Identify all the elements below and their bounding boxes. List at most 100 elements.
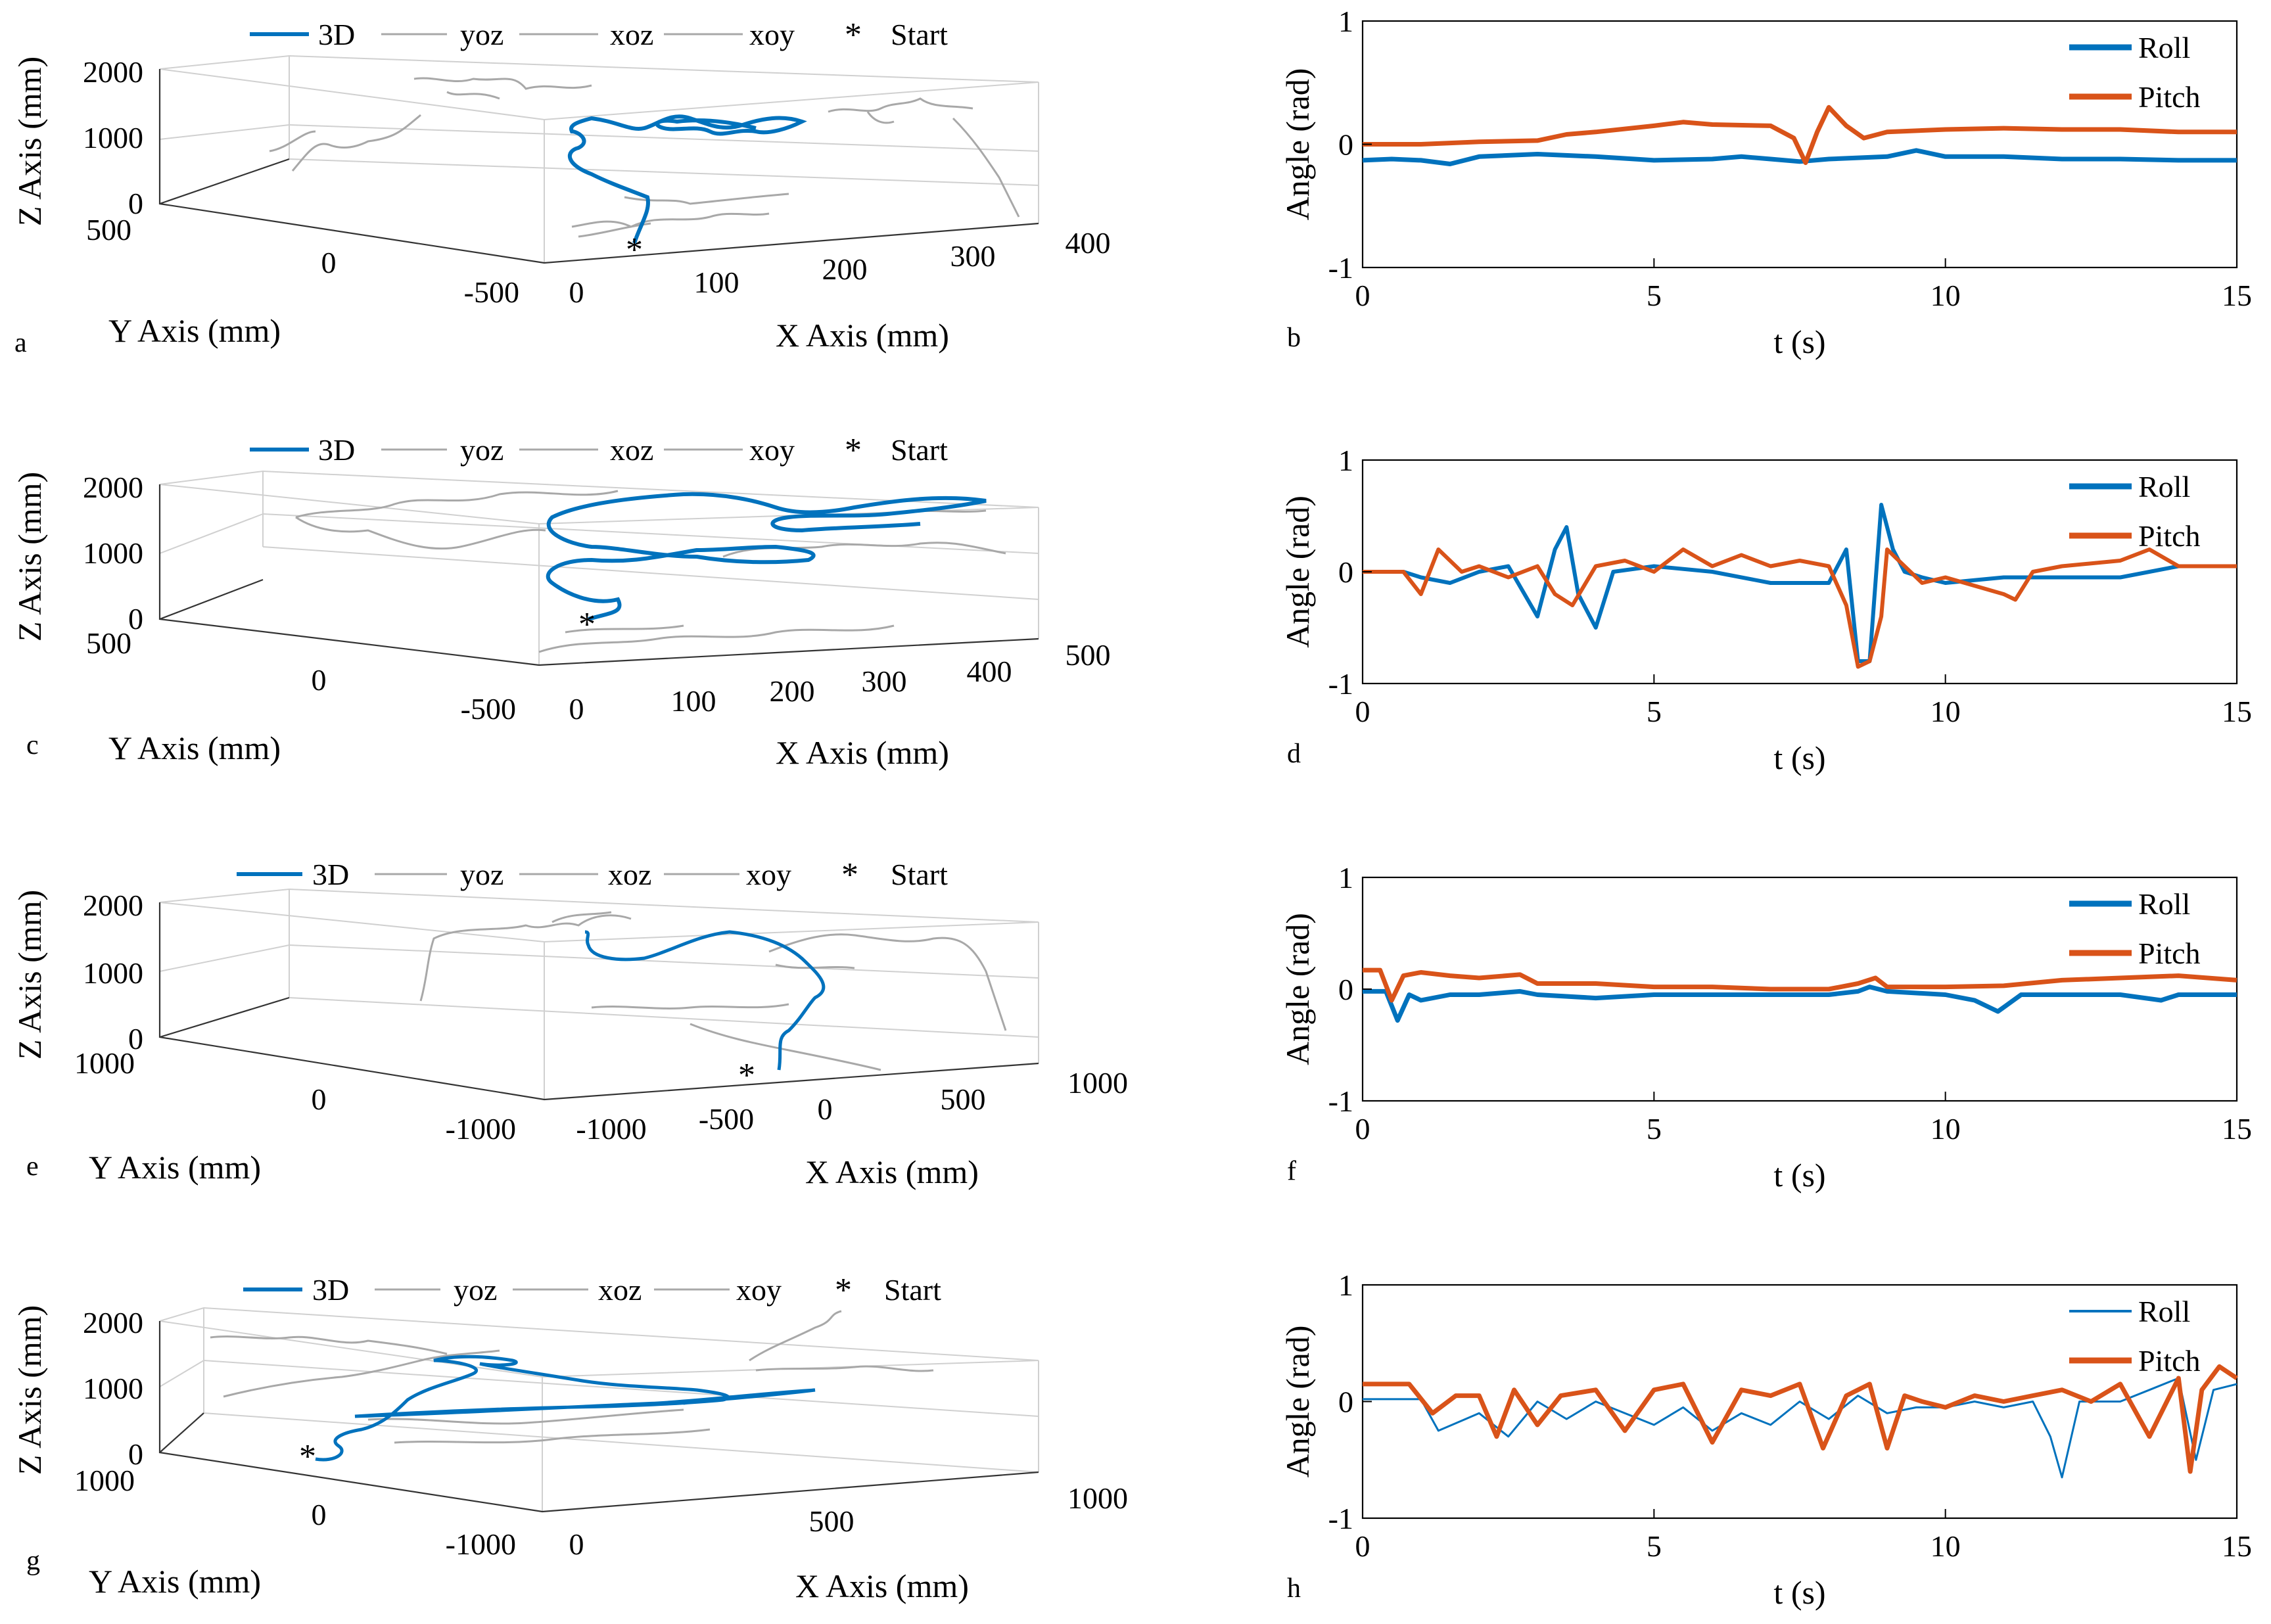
legend-3d-label: 3D (318, 18, 355, 51)
x-ticks: 0 100 200 300 400 (569, 226, 1111, 309)
xoz-projection (768, 933, 1007, 1031)
y-tick-label: 0 (1338, 973, 1353, 1006)
x-axis-label: X Axis (mm) (776, 317, 949, 354)
xoy-projection (367, 1408, 711, 1444)
y-axis-label: Angle (rad) (1279, 68, 1316, 221)
x-tick: 200 (822, 252, 868, 286)
start-marker: * (626, 231, 643, 269)
x-axis-label: t (s) (1773, 1574, 1825, 1611)
start-marker-icon: * (835, 1272, 852, 1309)
x-tick: 100 (671, 684, 716, 718)
y-tick-label: -1 (1328, 1502, 1353, 1535)
z-axis-label: Z Axis (mm) (11, 472, 48, 641)
y-ticks: 1000 0 -1000 (74, 1464, 516, 1561)
legend-3d: 3D yoz xoz xoy * Start (237, 856, 948, 894)
x-tick-label: 5 (1647, 1529, 1662, 1563)
x-tick: 0 (569, 692, 584, 726)
legend-yoz-label: yoz (460, 18, 503, 51)
z-tick: 0 (128, 1437, 143, 1471)
legend-xoy-label: xoy (746, 858, 791, 891)
x-tick-label: 5 (1647, 1112, 1662, 1146)
3d-box (158, 55, 1039, 264)
yoz-projection-upper (413, 77, 592, 100)
z-tick: 1000 (83, 536, 143, 570)
legend-3d-label: 3D (312, 1273, 349, 1307)
y-tick: 0 (312, 663, 327, 697)
y-tick: 0 (312, 1498, 327, 1531)
start-marker: * (299, 1438, 316, 1475)
y-tick: 500 (86, 626, 131, 660)
y-axis-label: Y Axis (mm) (108, 312, 281, 349)
legend-xoy-label: xoy (749, 433, 795, 467)
panel-letter: b (1287, 323, 1301, 353)
y-tick-label: -1 (1328, 251, 1353, 285)
y-tick-label: 1 (1338, 861, 1353, 894)
pitch-series-line (1363, 547, 2237, 669)
plot-frame (1361, 20, 2238, 269)
xoz-projection-b (866, 111, 1020, 218)
x-axis-label: t (s) (1773, 1157, 1825, 1194)
x-tick: 1000 (1067, 1066, 1128, 1100)
xoy-projection (538, 624, 895, 653)
y-axis-label: Y Axis (mm) (89, 1149, 261, 1186)
x-axis-label: X Axis (mm) (805, 1153, 979, 1190)
legend-xoz-label: xoz (608, 858, 651, 891)
panel-letter: a (14, 328, 27, 358)
roll-legend-label: Roll (2138, 31, 2190, 64)
z-axis-label: Z Axis (mm) (11, 57, 48, 226)
y-ticks: 500 0 -500 (86, 213, 519, 309)
z-axis-label: Z Axis (mm) (11, 890, 48, 1059)
z-ticks: 2000 1000 0 (83, 1306, 143, 1471)
y-tick-label: 1 (1338, 444, 1353, 477)
z-axis-label: Z Axis (mm) (11, 1305, 48, 1475)
x-tick: 200 (770, 674, 815, 708)
pitch-legend-label: Pitch (2138, 937, 2201, 970)
x-tick-label: 10 (1931, 695, 1961, 728)
x-tick: 300 (950, 239, 996, 273)
roll-series-line (1362, 148, 2237, 166)
legend-start-label: Start (891, 858, 948, 891)
yoz-projection (210, 1335, 500, 1398)
xoy-projection (591, 1003, 881, 1071)
x-tick: -500 (699, 1102, 754, 1136)
legend-start-label: Start (884, 1273, 941, 1307)
legend-xoz-label: xoz (610, 433, 653, 467)
3d-box (158, 888, 1039, 1101)
z-tick: 2000 (83, 471, 143, 504)
legend-xoz-label: xoz (598, 1273, 642, 1307)
3d-box (158, 470, 1039, 666)
legend-start-label: Start (891, 18, 948, 51)
z-tick: 2000 (83, 889, 143, 922)
x-tick-label: 15 (2222, 1529, 2252, 1563)
x-tick: 500 (941, 1082, 986, 1116)
y-tick: -1000 (446, 1112, 516, 1146)
y-axis-label: Angle (rad) (1279, 496, 1316, 648)
x-tick: 500 (809, 1504, 855, 1538)
panel-letter: c (26, 730, 39, 760)
trajectory-3d (567, 114, 807, 244)
legend-3d-label: 3D (318, 433, 355, 467)
y-tick-label: 1 (1338, 5, 1353, 38)
x-tick: 100 (694, 266, 739, 299)
roll-series-line (1363, 1377, 2237, 1479)
legend-xoy-label: xoy (736, 1273, 782, 1307)
legend-yoz-label: yoz (454, 1273, 497, 1307)
y-axis-label: Y Axis (mm) (108, 730, 281, 766)
legend-xoy-label: xoy (749, 18, 795, 51)
panel-letter: d (1287, 739, 1301, 769)
panel-letter: f (1287, 1156, 1296, 1186)
legend-yoz-label: yoz (460, 433, 503, 467)
panel-g-3d-plot: 3D yoz xoz xoy * Start * (11, 1272, 1128, 1604)
y-ticks: 500 0 -500 (86, 626, 516, 726)
panel-a-3d-plot: 3D yoz xoz xoy * Start (11, 16, 1111, 358)
y-tick: 500 (86, 213, 131, 246)
z-tick: 0 (128, 187, 143, 220)
pitch-legend-label: Pitch (2138, 80, 2201, 114)
x-tick-label: 15 (2222, 1112, 2252, 1146)
y-tick: 0 (312, 1082, 327, 1116)
pitch-series-line (1363, 1364, 2238, 1474)
z-tick: 2000 (83, 1306, 143, 1339)
y-tick-label: -1 (1328, 1084, 1353, 1118)
